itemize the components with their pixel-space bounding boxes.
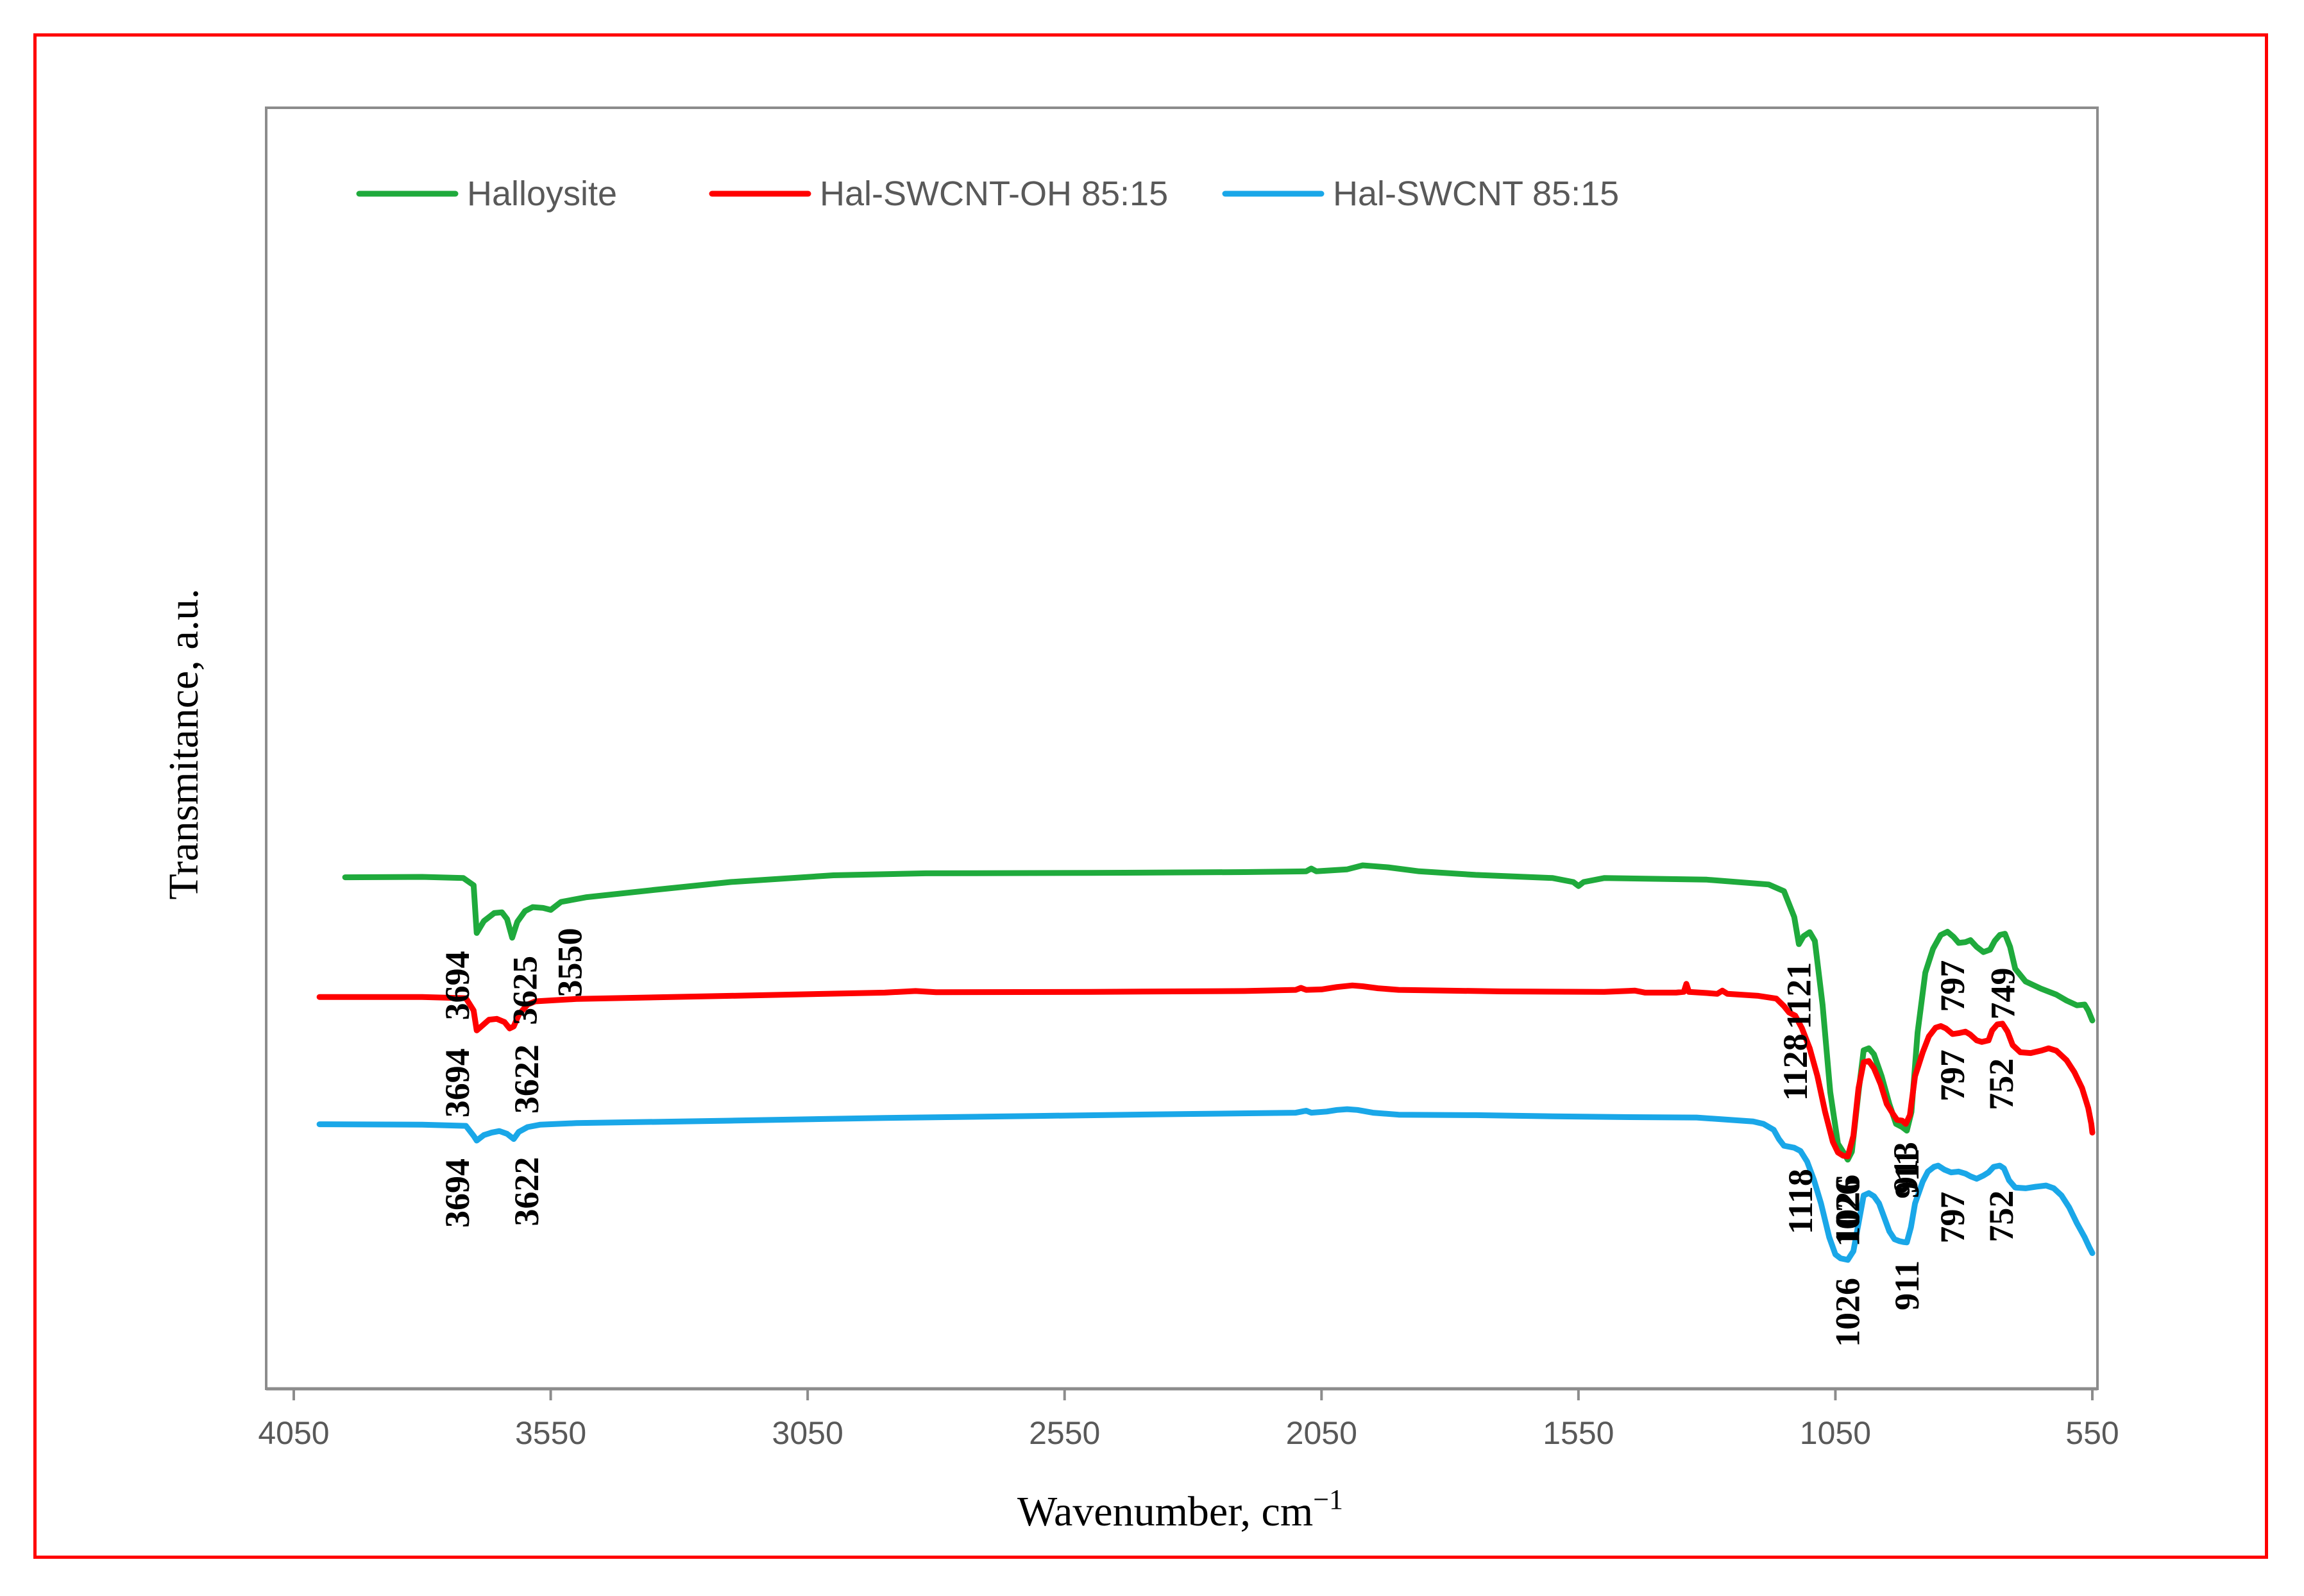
peak-label: 3694 <box>438 1159 477 1228</box>
peak-label: 749 <box>1984 967 2022 1019</box>
y-axis-title: Transmitance, a.u. <box>160 588 207 899</box>
peak-label: 913 <box>1886 1142 1925 1194</box>
x-tick-label: 4050 <box>258 1415 329 1451</box>
x-axis-ticks: 4050 3550 3050 2550 2050 1550 1050 550 <box>258 1387 2119 1451</box>
legend: Halloysite Hal-SWCNT-OH 85:15 Hal-SWCNT 85… <box>356 174 1619 213</box>
figure-frame <box>33 33 2268 1559</box>
peak-label: 1128 <box>1776 1033 1815 1101</box>
legend-label: Hal-SWCNT 85:15 <box>1333 174 1619 213</box>
x-tick-label: 3050 <box>772 1415 843 1451</box>
x-axis-title-text: Wavenumber, cm <box>1017 1488 1313 1535</box>
peak-label: 3625 <box>505 956 544 1025</box>
x-axis-title: Wavenumber, cm−1 <box>1017 1484 1343 1535</box>
x-tick-label: 1050 <box>1800 1415 1871 1451</box>
series-line-0 <box>342 862 2096 1163</box>
peak-label: 1118 <box>1781 1169 1820 1234</box>
peak-label: 1026 <box>1829 1175 1867 1244</box>
peak-label: 797 <box>1933 1049 1972 1101</box>
x-tick-label: 2550 <box>1029 1415 1100 1451</box>
peak-label: 3694 <box>438 951 477 1020</box>
peak-label: 797 <box>1933 1192 1972 1244</box>
peak-label: 797 <box>1933 960 1972 1012</box>
peak-label: 752 <box>1982 1191 2020 1243</box>
peak-label: 911 <box>1888 1261 1926 1311</box>
x-tick-label: 3550 <box>515 1415 586 1451</box>
series-line-1 <box>316 981 2096 1160</box>
peak-label: 1121 <box>1780 962 1818 1030</box>
x-axis-title-sup: −1 <box>1313 1484 1343 1515</box>
peak-label: 3550 <box>551 928 589 997</box>
x-tick-label: 550 <box>2065 1415 2119 1451</box>
legend-label: Hal-SWCNT-OH 85:15 <box>820 174 1168 213</box>
peak-label: 911 <box>1888 1149 1926 1199</box>
legend-label: Halloysite <box>467 174 617 213</box>
peak-label: 3622 <box>507 1157 546 1227</box>
peak-label: 1026 <box>1829 1178 1867 1247</box>
series-layer <box>316 862 2096 1263</box>
peak-label: 752 <box>1982 1058 2020 1110</box>
peak-label: 3622 <box>507 1044 546 1114</box>
x-tick-label: 2050 <box>1286 1415 1357 1451</box>
peak-label: 1026 <box>1829 1278 1867 1347</box>
peak-label: 3694 <box>438 1048 477 1117</box>
x-tick-label: 1550 <box>1543 1415 1614 1451</box>
series-line-2 <box>316 1106 2096 1263</box>
